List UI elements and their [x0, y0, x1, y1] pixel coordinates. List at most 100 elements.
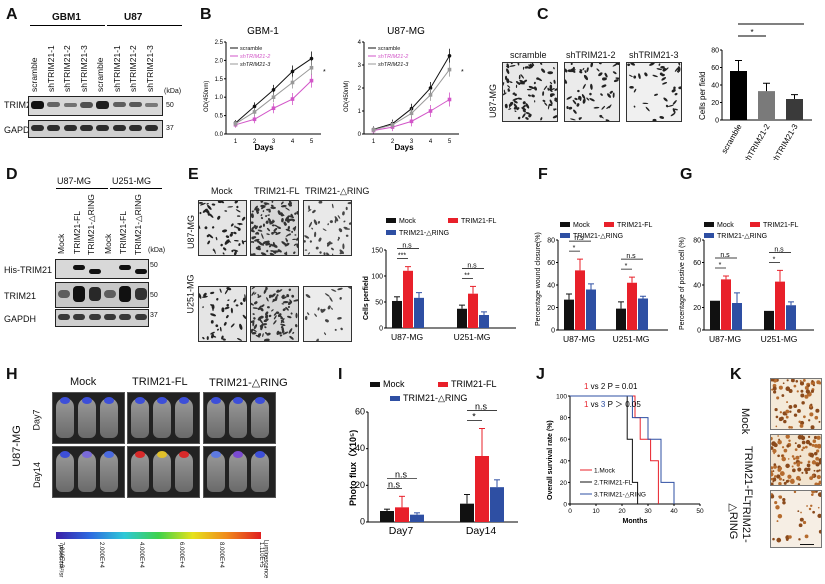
cell-dot [507, 85, 511, 88]
x-tick-label: 0 [568, 508, 572, 515]
cell-dot [294, 324, 298, 328]
cell-dot [271, 293, 276, 298]
cell-dot [235, 209, 241, 213]
chart-g: Percentage of postive cell (%) 0 20 40 60 80… [679, 222, 814, 344]
cell-dot [304, 249, 308, 251]
cell-dot [566, 105, 569, 110]
legend-swatch [560, 233, 570, 238]
cell-dot [313, 219, 318, 226]
y-tick-label: 2.0 [215, 58, 224, 64]
cell-dot [260, 324, 264, 331]
cell-dot [230, 231, 234, 234]
cell-dot [334, 328, 337, 331]
chart-f: Percentage wound closure(%) 0 20 40 60 80 U87… [535, 222, 668, 344]
stained-nucleus [807, 467, 811, 471]
cell-dot [265, 311, 269, 316]
band-gapdh-a [96, 125, 110, 131]
cell-dot [285, 306, 289, 311]
cell-dot [291, 230, 294, 233]
signal-spot [255, 397, 265, 404]
cell-dot [202, 336, 205, 340]
stained-nucleus [797, 467, 802, 472]
bar-TRIM21-FL-U87-MG [721, 279, 731, 330]
cell-dot [273, 320, 277, 325]
stained-nucleus [815, 408, 820, 413]
cell-dot [547, 103, 550, 110]
cell-dot [544, 102, 548, 106]
cell-dot [579, 69, 583, 72]
bar-Mock-U87-MG [564, 299, 574, 330]
stained-nucleus [786, 379, 789, 382]
stained-nucleus [793, 490, 797, 494]
cell-dot [199, 224, 201, 229]
y-tick-label: 20 [711, 100, 719, 107]
stat-vs: vs [591, 400, 601, 409]
stained-nucleus [769, 470, 773, 474]
cell-dot [216, 328, 219, 331]
stained-nucleus [778, 495, 781, 498]
cell-dot [203, 292, 207, 297]
legend-swatch [370, 382, 380, 387]
chart-e: Cells perfield 0 50 100 150 U87-MG *** n.s U251… [363, 218, 516, 342]
cell-dot [337, 287, 343, 291]
cell-dot [223, 247, 227, 251]
cell-dot [576, 103, 580, 107]
e-micro-u251-mock [198, 286, 247, 342]
cell-dot [242, 297, 246, 302]
bar-Mock-Day7 [380, 511, 394, 522]
cell-dot [543, 85, 548, 91]
a-lane-4: shTRIM21-3 [78, 45, 89, 92]
cell-dot [230, 307, 233, 314]
panel-label-g: G [680, 166, 693, 183]
data-point [447, 97, 452, 102]
stained-nucleus [797, 510, 800, 513]
data-point [290, 69, 295, 74]
cell-dot [525, 117, 529, 120]
cell-dot [337, 238, 340, 241]
d-lane-4: Mock [102, 233, 113, 254]
x-tick-label: shTRIM21-3 [770, 122, 800, 160]
cell-dot [294, 234, 297, 236]
signal-spot [233, 451, 243, 458]
stained-nucleus [778, 438, 781, 441]
cell-dot [285, 207, 290, 211]
cell-dot [284, 242, 290, 247]
chart-b-title-2: U87-MG [387, 26, 425, 37]
stat-vs: vs [591, 382, 601, 391]
mouse [207, 452, 225, 492]
stained-nucleus [770, 466, 774, 470]
y-tick-label: 1 [358, 109, 362, 115]
cell-dot [277, 289, 283, 293]
stained-nucleus [783, 481, 787, 485]
cell-dot [536, 77, 539, 80]
data-point [409, 119, 414, 124]
stained-nucleus [773, 443, 778, 448]
stained-nucleus [772, 470, 775, 472]
cell-dot [252, 313, 255, 316]
y-tick-label: 0 [358, 132, 362, 138]
sig-mark: n.s [720, 252, 730, 259]
x-tick-label: Day7 [389, 525, 414, 537]
stained-nucleus [794, 442, 797, 445]
cell-dot [211, 203, 216, 206]
bar-TRIM21-△RING-U87-MG [414, 297, 424, 328]
x-tick-label: 3 [272, 139, 276, 145]
data-point [252, 104, 257, 109]
cell-dot [583, 74, 589, 81]
cell-dot [273, 227, 278, 232]
cell-dot [598, 63, 602, 65]
cell-dot [253, 238, 260, 242]
cell-dot [287, 300, 293, 305]
cell-dot [347, 287, 351, 290]
bar-scramble [730, 71, 747, 120]
cell-dot [227, 206, 234, 208]
cell-dot [644, 72, 648, 77]
bar-TRIM21-FL-U87-MG [575, 270, 585, 330]
cell-dot [586, 97, 590, 101]
stained-nucleus [814, 482, 819, 487]
stained-nucleus [770, 482, 774, 487]
cell-dot [289, 335, 294, 340]
cell-dot [579, 96, 582, 101]
stained-nucleus [810, 493, 814, 496]
x-tick-label: 2 [391, 139, 395, 145]
